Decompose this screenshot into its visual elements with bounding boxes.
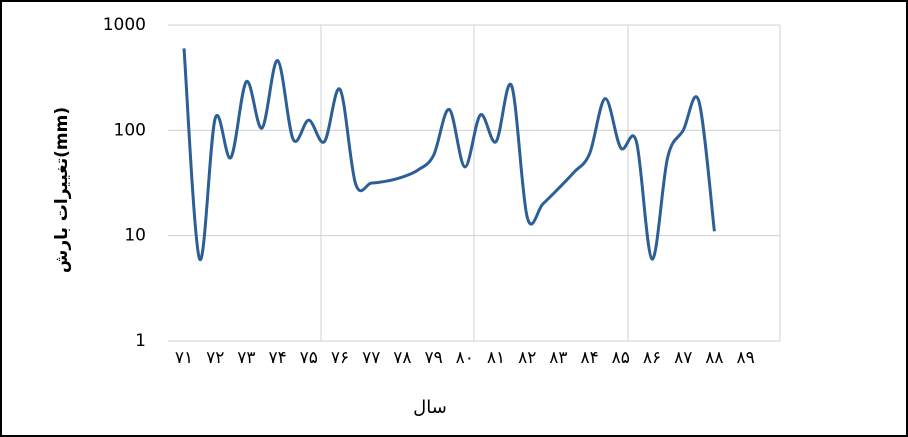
x-tick-label: ٧٣ [237,348,255,368]
x-tick-label: ٨٢ [518,348,536,368]
y-tick-label: 100 [114,120,146,140]
x-tick-label: ٧٢ [206,348,224,368]
x-tick-label: ٨٩ [736,348,754,368]
y-tick-label: 1 [135,331,146,351]
x-tick-label: ٨۶ [643,348,661,368]
x-axis-label: سال [413,397,447,418]
x-tick-label: ٧١ [175,348,193,368]
x-tick-label: ٧٧ [362,348,380,368]
y-axis-label: تغییرات بارش(mm) [52,107,72,273]
x-tick-label: ٨٨ [705,348,723,368]
x-tick-label: ٨٣ [549,348,567,368]
x-tick-label: ٧۵ [300,348,318,368]
x-tick-label: ٧٨ [393,348,411,368]
y-tick-label: 1000 [103,15,146,35]
line-series [182,48,716,261]
x-tick-label: ٧۴ [268,348,286,368]
x-tick-label: ٧٩ [424,348,442,368]
x-tick-label: ٨۴ [580,348,598,368]
y-tick-label: 10 [124,226,146,246]
x-tick-label: ٨۵ [612,348,630,368]
x-tick-label: ٨٧ [674,348,692,368]
x-tick-label: ٧۶ [331,348,349,368]
x-tick-label: ٨٠ [456,348,474,368]
x-tick-label: ٨١ [487,348,505,368]
